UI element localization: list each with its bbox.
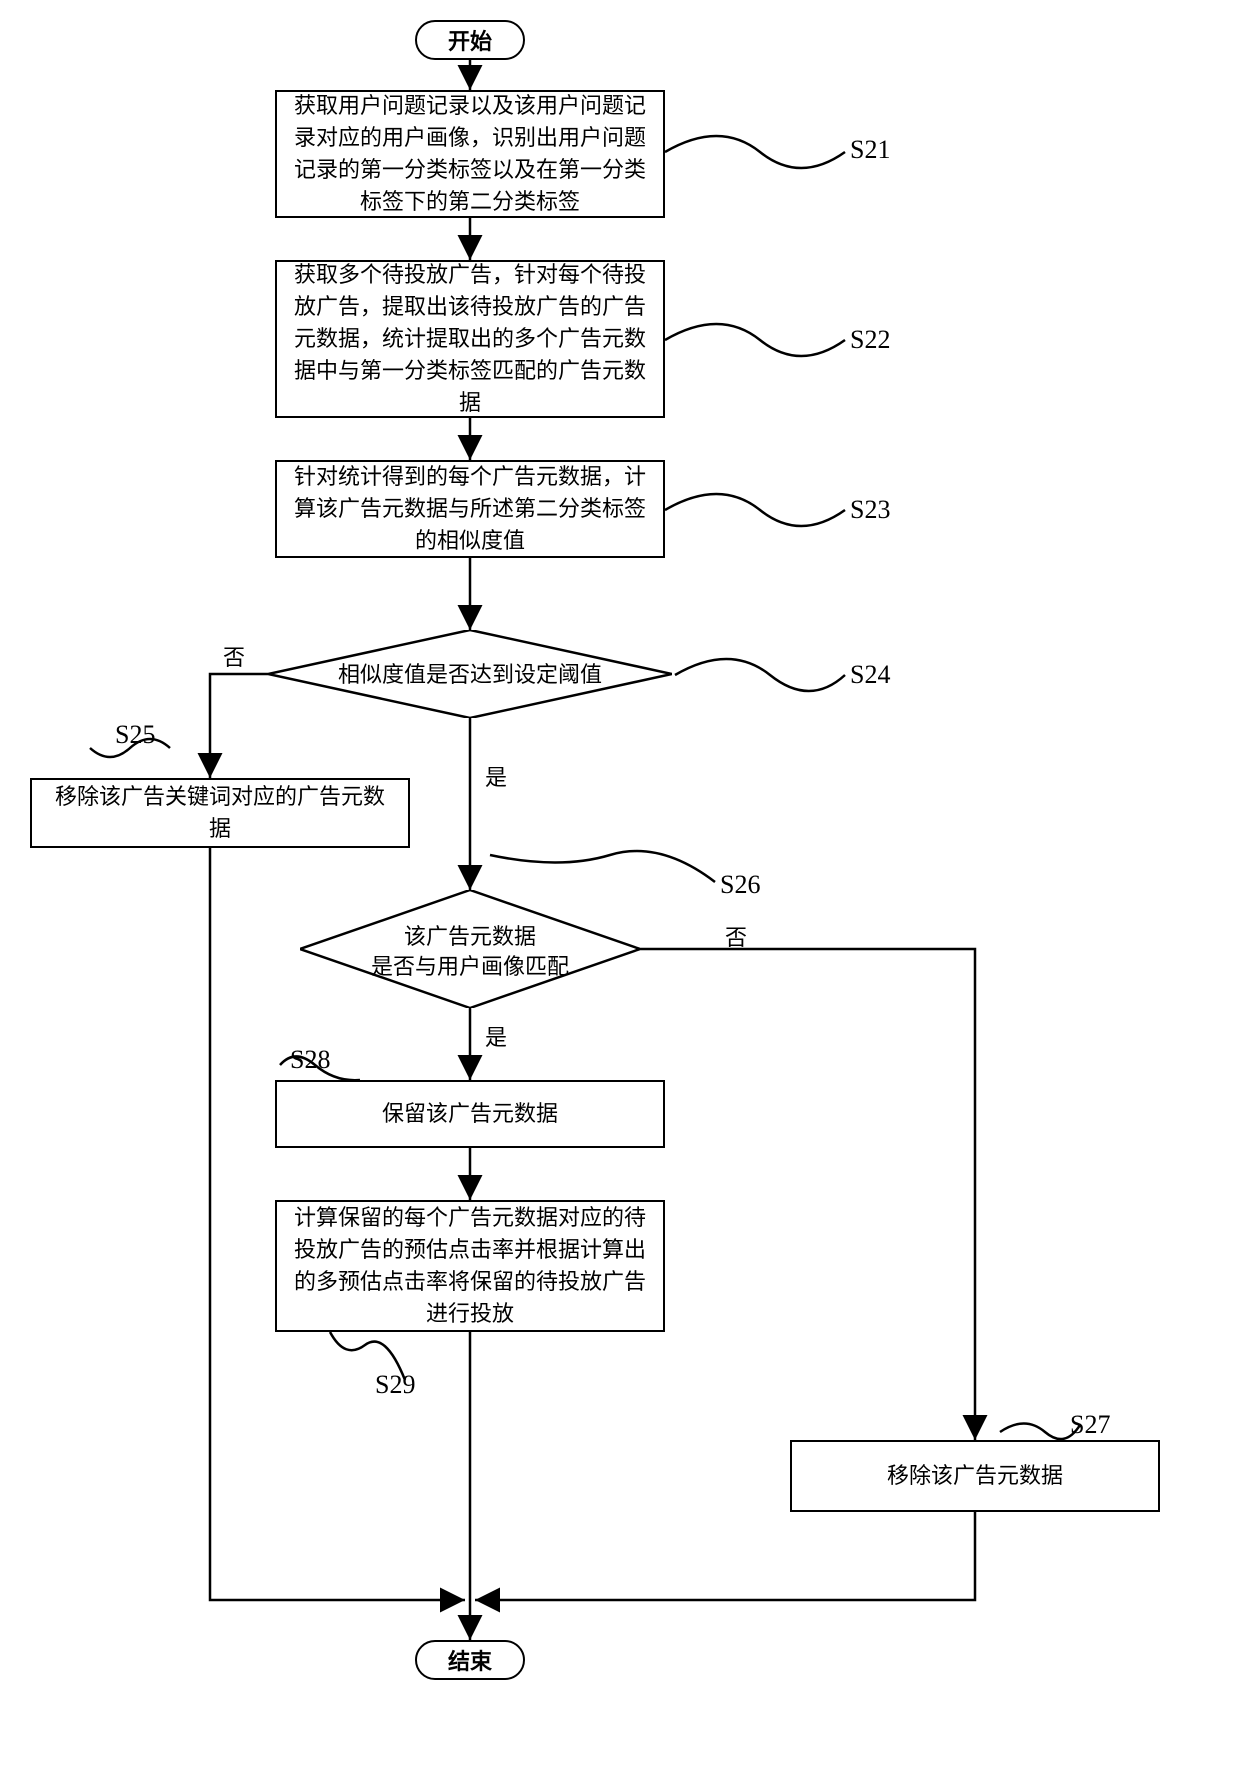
process-s28: 保留该广告元数据 bbox=[275, 1080, 665, 1148]
process-s29-text: 计算保留的每个广告元数据对应的待投放广告的预估点击率并根据计算出的多预估点击率将… bbox=[291, 1202, 649, 1330]
flowchart-canvas: 开始 获取用户问题记录以及该用户问题记录对应的用户画像，识别出用户问题记录的第一… bbox=[20, 20, 1220, 1769]
process-s21: 获取用户问题记录以及该用户问题记录对应的用户画像，识别出用户问题记录的第一分类标… bbox=[275, 90, 665, 218]
step-label-s29: S29 bbox=[375, 1370, 415, 1400]
step-label-s24: S24 bbox=[850, 660, 890, 690]
process-s25: 移除该广告关键词对应的广告元数据 bbox=[30, 778, 410, 848]
edge-yes-s24: 是 bbox=[485, 760, 507, 792]
process-s27: 移除该广告元数据 bbox=[790, 1440, 1160, 1512]
process-s21-text: 获取用户问题记录以及该用户问题记录对应的用户画像，识别出用户问题记录的第一分类标… bbox=[291, 90, 649, 218]
process-s29: 计算保留的每个广告元数据对应的待投放广告的预估点击率并根据计算出的多预估点击率将… bbox=[275, 1200, 665, 1332]
step-label-s25: S25 bbox=[115, 720, 155, 750]
start-label: 开始 bbox=[448, 24, 492, 56]
process-s23-text: 针对统计得到的每个广告元数据，计算该广告元数据与所述第二分类标签的相似度值 bbox=[291, 461, 649, 557]
end-terminator: 结束 bbox=[415, 1640, 525, 1680]
process-s22: 获取多个待投放广告，针对每个待投放广告，提取出该待投放广告的广告元数据，统计提取… bbox=[275, 260, 665, 418]
decision-s24-text: 相似度值是否达到设定阈值 bbox=[338, 662, 602, 687]
step-label-s28: S28 bbox=[290, 1045, 330, 1075]
step-label-s21: S21 bbox=[850, 135, 890, 165]
process-s22-text: 获取多个待投放广告，针对每个待投放广告，提取出该待投放广告的广告元数据，统计提取… bbox=[291, 259, 649, 418]
step-label-s27: S27 bbox=[1070, 1410, 1110, 1440]
process-s25-text: 移除该广告关键词对应的广告元数据 bbox=[46, 781, 394, 845]
decision-s24: 相似度值是否达到设定阈值 bbox=[268, 630, 672, 718]
step-label-s22: S22 bbox=[850, 325, 890, 355]
decision-s26-text-l1: 该广告元数据 bbox=[404, 924, 536, 949]
step-label-s26: S26 bbox=[720, 870, 760, 900]
edge-no-s26: 否 bbox=[725, 920, 747, 952]
decision-s26: 该广告元数据 是否与用户画像匹配 bbox=[300, 890, 640, 1008]
decision-s26-text-l2: 是否与用户画像匹配 bbox=[371, 954, 569, 979]
edge-yes-s26: 是 bbox=[485, 1020, 507, 1052]
process-s28-text: 保留该广告元数据 bbox=[382, 1098, 558, 1130]
step-label-s23: S23 bbox=[850, 495, 890, 525]
process-s23: 针对统计得到的每个广告元数据，计算该广告元数据与所述第二分类标签的相似度值 bbox=[275, 460, 665, 558]
end-label: 结束 bbox=[448, 1644, 492, 1676]
start-terminator: 开始 bbox=[415, 20, 525, 60]
process-s27-text: 移除该广告元数据 bbox=[887, 1460, 1063, 1492]
edge-no-s24: 否 bbox=[223, 640, 245, 672]
